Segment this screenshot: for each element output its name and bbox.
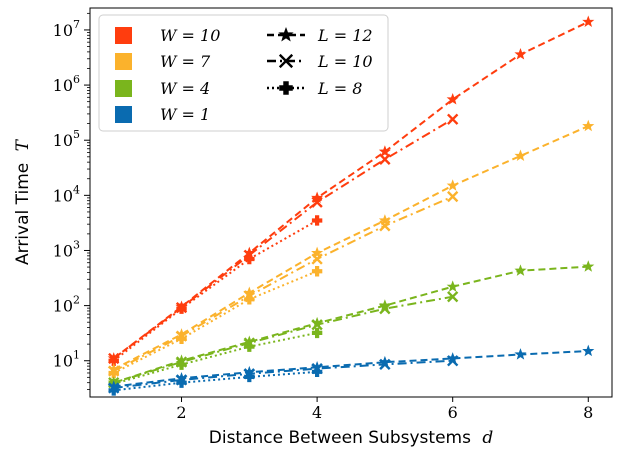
x-tick-label: 6 [448,403,458,422]
plus-marker [311,327,323,339]
legend-style-label: L = 10 [317,52,373,71]
x-axis-variable: d [482,428,493,448]
x-marker [447,113,459,125]
series-line [113,219,318,362]
y-tick-label: 107 [53,18,80,40]
y-axis-title: Arrival Time T [13,138,33,265]
x-marker [379,303,391,315]
series-w10-l10 [108,113,459,365]
star-marker [446,93,459,105]
series-line [113,270,318,374]
star-marker [311,246,324,259]
star-marker [514,264,527,276]
plus-marker [176,303,187,314]
x-marker [311,319,323,331]
star-marker [446,280,459,292]
plus-marker [311,266,323,277]
series-line [113,331,318,385]
x-axis-label: Distance Between Subsystems [209,428,471,448]
star-marker [446,179,459,191]
star-marker [311,191,324,204]
axes-frame [89,7,613,398]
plus-marker [244,253,255,265]
series-line [113,125,589,371]
series-w10-l8 [108,215,323,366]
star-marker [582,15,595,28]
plus-marker [311,366,323,378]
x-tick-label: 2 [176,403,186,422]
plus-marker [176,377,187,388]
x-marker [447,291,459,303]
plus-marker [176,333,187,345]
legend-color-swatch [115,80,132,97]
y-axis-label: Arrival Time [13,163,33,265]
legend-color-label: W = 10 [160,26,220,45]
star-marker [582,344,595,357]
legend-color-label: W = 4 [160,79,210,98]
plus-marker [244,371,255,383]
series-line [113,295,453,384]
y-tick-label: 103 [53,238,80,260]
legend-color-swatch [115,106,132,123]
plus-marker [108,385,119,396]
x-marker [379,220,391,232]
x-marker [278,53,294,69]
legend: W = 10 W = 7 W = 4 W = 1 L = 12 L = 10 L = 8 [98,14,389,132]
star-marker [582,260,595,272]
y-axis-variable: T [13,138,33,151]
plot-area [107,15,595,396]
legend-color-swatch [115,53,132,70]
plus-marker [279,81,293,95]
x-marker [447,355,459,367]
x-marker [311,253,323,265]
x-axis-title: Distance Between Subsystems d [209,428,494,448]
legend-style-label: L = 12 [317,26,373,45]
y-tick-label: 105 [53,128,80,150]
plus-marker [176,359,187,370]
series-line [113,195,454,372]
plus-marker [108,355,119,366]
star-marker [378,145,391,157]
legend-style-label: L = 8 [317,79,362,98]
series-w7-l10 [108,190,459,377]
plus-marker [244,341,255,352]
x-marker [379,153,391,165]
series-line [113,350,589,388]
x-marker [311,196,323,208]
y-tick-label: 102 [53,294,80,316]
y-tick-label: 101 [53,349,80,371]
x-tick-label: 4 [312,403,322,422]
star-marker [278,26,294,42]
plus-marker [311,215,323,226]
star-marker [514,149,527,162]
series-line [113,118,454,360]
star-marker [514,48,527,60]
legend-color-label: W = 1 [160,105,210,124]
plus-marker [108,367,119,379]
star-marker [514,348,527,360]
star-marker [378,214,391,226]
x-marker [447,190,459,203]
series-w1-l8 [108,366,323,396]
x-axis: 2 4 6 8 [176,397,593,422]
star-marker [582,119,595,132]
plus-marker [244,294,255,305]
series-line [113,265,589,384]
x-tick-label: 8 [583,403,593,422]
series-line [113,370,318,392]
y-tick-label: 106 [53,73,80,95]
series-w7-l8 [108,266,323,379]
y-axis: 101 102 103 104 105 106 107 [53,12,90,390]
y-tick-label: 104 [53,183,80,205]
legend-box [98,14,389,132]
x-marker [379,358,391,371]
legend-color-swatch [115,27,132,44]
legend-color-label: W = 7 [160,52,211,71]
